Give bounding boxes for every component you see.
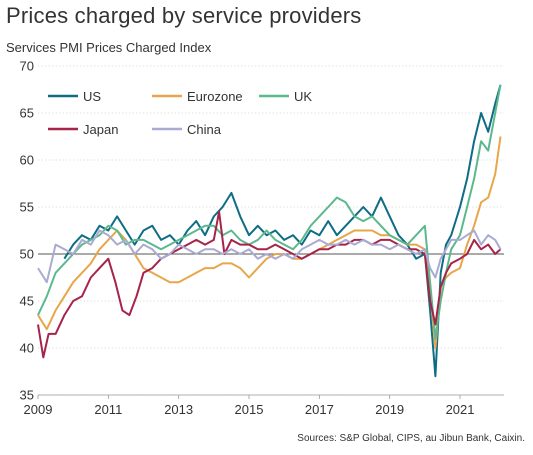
source-note: Sources: S&P Global, CIPS, au Jibun Bank… [297,433,525,444]
legend-label-china: China [187,122,222,137]
legend-label-uk: UK [294,89,312,104]
x-tick-label: 2019 [375,402,404,417]
legend-label-eurozone: Eurozone [187,89,243,104]
series-line-japan [37,210,502,359]
series-layer [37,84,502,378]
y-tick-label: 40 [20,341,34,356]
y-tick-label: 65 [20,106,34,121]
y-tick-label: 55 [20,200,34,215]
x-tick-label: 2011 [94,402,122,417]
legend-label-us: US [83,89,101,104]
x-tick-label: 2015 [235,402,264,417]
chart-title: Prices charged by service providers [6,3,362,28]
series-line-us [63,84,502,378]
series-line-china [37,229,502,284]
x-tick-label: 2017 [305,402,334,417]
series-line-uk [37,84,502,340]
legend: US Eurozone UK Japan China [48,89,312,137]
x-tick-label: 2013 [164,402,193,417]
legend-label-japan: Japan [83,122,118,137]
y-axis-ticks: 35 40 45 50 55 60 65 70 [20,59,34,403]
y-tick-label: 45 [20,294,34,309]
x-tick-label: 2021 [446,402,475,417]
x-tick-label: 2009 [24,402,53,417]
y-tick-label: 50 [20,247,34,262]
y-tick-label: 60 [20,153,34,168]
grid-layer [38,65,504,396]
x-axis-ticks: 2009 2011 2013 2015 2017 2019 2021 [24,395,475,417]
y-tick-label: 35 [20,388,34,403]
chart-subtitle: Services PMI Prices Charged Index [6,40,212,55]
y-tick-label: 70 [20,59,34,74]
